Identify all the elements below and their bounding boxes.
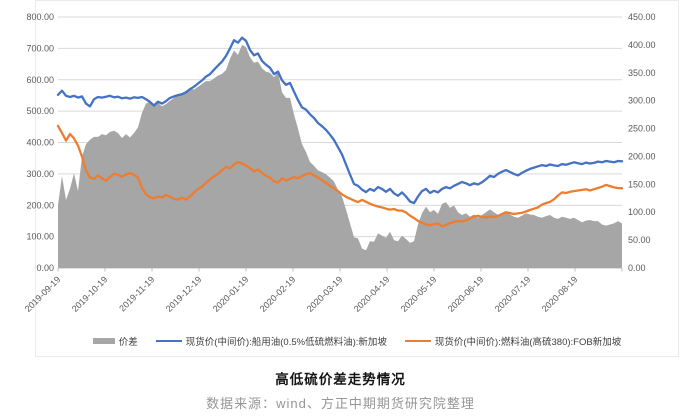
legend-item-lsfo: 现货价(中间价):船用油(0.5%低硫燃料油):新加坡 — [155, 334, 387, 348]
svg-text:2020-05-19: 2020-05-19 — [399, 274, 439, 314]
legend-item-hsfo: 现货价(中间价):燃料油(高硫380):FOB新加坡 — [404, 334, 622, 348]
svg-text:100.00: 100.00 — [628, 207, 656, 217]
svg-text:50.00: 50.00 — [628, 235, 651, 245]
svg-text:600.00: 600.00 — [26, 75, 54, 85]
legend-label-spread: 价差 — [118, 337, 138, 348]
left-axis-labels: 800.00 700.00 600.00 500.00 400.00 300.00 200.… — [26, 12, 54, 273]
svg-text:200.00: 200.00 — [26, 200, 54, 210]
svg-text:2020-06-19: 2020-06-19 — [446, 274, 486, 314]
hsfo-line-series — [56, 124, 624, 228]
svg-text:2020-02-19: 2020-02-19 — [258, 274, 298, 314]
svg-text:2019-09-19: 2019-09-19 — [23, 274, 63, 314]
x-axis-labels: 2019-09-19 2019-10-19 2019-11-19 2019-12-19… — [23, 274, 580, 314]
legend-label-lsfo: 现货价(中间价):船用油(0.5%低硫燃料油):新加坡 — [185, 337, 387, 348]
svg-text:300.00: 300.00 — [628, 96, 656, 106]
svg-text:2019-12-19: 2019-12-19 — [164, 274, 204, 314]
svg-text:2019-11-19: 2019-11-19 — [117, 274, 156, 313]
svg-text:100.00: 100.00 — [26, 232, 54, 242]
svg-text:2020-08-19: 2020-08-19 — [540, 274, 580, 314]
svg-text:2020-01-19: 2020-01-19 — [211, 274, 251, 314]
right-axis-labels: 450.00 400.00 350.00 300.00 250.00 200.00 150.… — [628, 12, 656, 273]
hsfo-line-swatch — [404, 339, 431, 343]
svg-text:400.00: 400.00 — [26, 138, 54, 148]
svg-text:500.00: 500.00 — [26, 106, 54, 116]
svg-text:400.00: 400.00 — [628, 40, 656, 50]
svg-text:200.00: 200.00 — [628, 151, 656, 161]
legend: 价差 现货价(中间价):船用油(0.5%低硫燃料油):新加坡 现货价(中间价):… — [35, 330, 679, 352]
price-spread-chart: 800.00 700.00 600.00 500.00 400.00 300.00 200.… — [23, 12, 656, 314]
lsfo-line-series — [56, 36, 624, 205]
svg-text:300.00: 300.00 — [26, 169, 54, 179]
spread-area-series — [58, 44, 622, 269]
spread-area-swatch — [92, 338, 115, 344]
svg-text:2020-04-19: 2020-04-19 — [352, 274, 392, 314]
lsfo-line-swatch — [155, 339, 182, 343]
svg-text:0.00: 0.00 — [36, 263, 54, 273]
svg-text:250.00: 250.00 — [628, 124, 656, 134]
data-source-note: 数据来源：wind、方正中期期货研究院整理 — [206, 396, 475, 411]
svg-text:450.00: 450.00 — [628, 12, 656, 22]
legend-label-hsfo: 现货价(中间价):燃料油(高硫380):FOB新加坡 — [434, 337, 622, 348]
svg-text:0.00: 0.00 — [628, 263, 646, 273]
svg-text:700.00: 700.00 — [26, 43, 54, 53]
svg-text:2019-10-19: 2019-10-19 — [70, 274, 110, 314]
svg-text:2020-07-19: 2020-07-19 — [493, 274, 533, 314]
svg-text:150.00: 150.00 — [628, 179, 656, 189]
x-axis-ticks — [57, 268, 623, 272]
legend-item-spread: 价差 — [92, 334, 138, 348]
svg-text:2020-03-19: 2020-03-19 — [305, 274, 345, 314]
chart-title: 高低硫价差走势情况 — [275, 372, 406, 387]
svg-text:350.00: 350.00 — [628, 68, 656, 78]
svg-text:800.00: 800.00 — [26, 12, 54, 22]
